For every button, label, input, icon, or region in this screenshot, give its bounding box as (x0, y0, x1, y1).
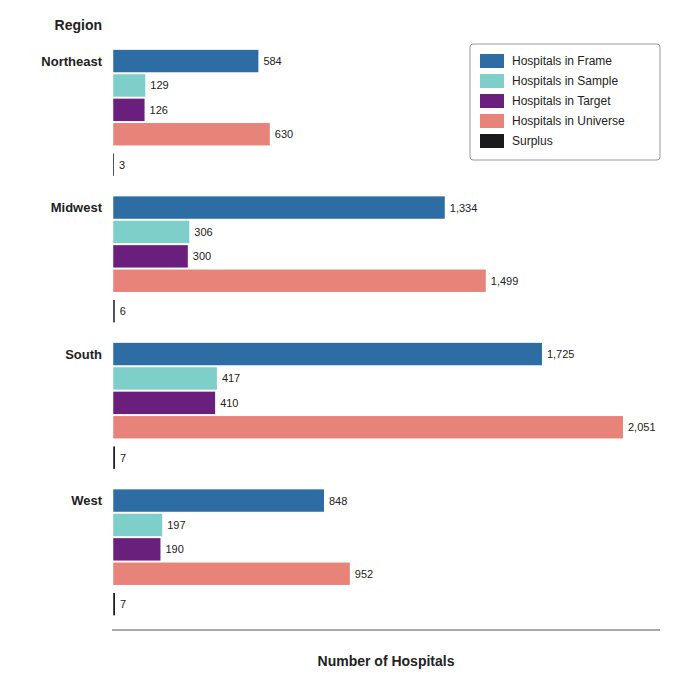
bar (113, 563, 350, 585)
bar (113, 123, 270, 145)
data-label: 584 (263, 55, 281, 67)
data-label: 3 (119, 159, 125, 171)
x-axis-line (112, 630, 660, 631)
bar (113, 221, 189, 243)
data-label: 7 (120, 452, 126, 464)
bar (113, 196, 445, 218)
bars (113, 50, 623, 615)
data-label: 848 (329, 495, 347, 507)
legend-label: Hospitals in Universe (512, 114, 625, 128)
data-label: 1,725 (547, 348, 575, 360)
legend-swatch (480, 134, 504, 148)
bar (113, 300, 114, 322)
data-label: 410 (220, 397, 238, 409)
legend-label: Hospitals in Target (512, 94, 611, 108)
data-label: 126 (150, 104, 168, 116)
bar (113, 489, 324, 511)
x-axis-label: Number of Hospitals (318, 653, 455, 669)
bar (113, 343, 542, 365)
data-label: 2,051 (628, 421, 656, 433)
legend-label: Hospitals in Frame (512, 54, 612, 68)
bar (113, 74, 145, 96)
bar (113, 416, 623, 438)
data-label: 190 (165, 543, 183, 555)
legend-swatch (480, 114, 504, 128)
bar (113, 538, 160, 560)
category-label: Northeast (41, 54, 102, 69)
category-label: Midwest (51, 200, 103, 215)
data-label: 417 (222, 372, 240, 384)
chart-svg: 584 129 126 630 3 1,334 306 300 1,499 6 1,725 417 41… (0, 0, 700, 700)
data-label: 6 (120, 305, 126, 317)
category-label: South (65, 347, 102, 362)
data-label: 197 (167, 519, 185, 531)
chart-container: 584 129 126 630 3 1,334 306 300 1,499 6 1,725 417 41… (0, 0, 700, 700)
data-label: 306 (194, 226, 212, 238)
data-label: 7 (120, 598, 126, 610)
data-label: 300 (193, 250, 211, 262)
data-label: 1,334 (450, 202, 478, 214)
legend: Hospitals in Frame Hospitals in Sample Hos… (470, 44, 660, 160)
bar (113, 446, 115, 468)
bar (113, 50, 258, 72)
bar (113, 392, 215, 414)
bar (113, 514, 162, 536)
bar (113, 593, 115, 615)
legend-label: Surplus (512, 134, 553, 148)
data-label: 1,499 (491, 275, 519, 287)
title: Region (55, 17, 102, 33)
data-label: 630 (275, 128, 293, 140)
legend-swatch (480, 94, 504, 108)
data-label: 952 (355, 568, 373, 580)
legend-box (470, 44, 660, 160)
legend-swatch (480, 74, 504, 88)
bar (113, 245, 188, 267)
legend-label: Hospitals in Sample (512, 74, 618, 88)
legend-swatch (480, 54, 504, 68)
bar (113, 99, 144, 121)
category-label: West (71, 493, 102, 508)
bar (113, 153, 115, 175)
bar (113, 367, 217, 389)
bar (113, 270, 486, 292)
data-label: 129 (150, 79, 168, 91)
